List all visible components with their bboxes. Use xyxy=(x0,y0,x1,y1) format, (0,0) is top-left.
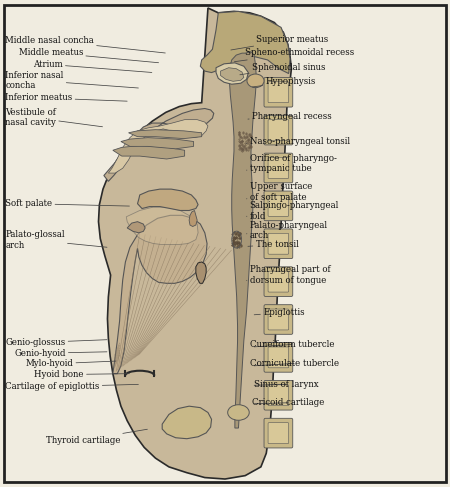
Polygon shape xyxy=(189,210,197,226)
FancyBboxPatch shape xyxy=(264,380,293,410)
Polygon shape xyxy=(230,52,256,428)
FancyBboxPatch shape xyxy=(264,229,293,259)
Ellipse shape xyxy=(228,405,249,420)
Text: Genio-hyoid: Genio-hyoid xyxy=(14,349,107,358)
Ellipse shape xyxy=(247,74,264,88)
Text: Mylo-hyoid: Mylo-hyoid xyxy=(25,359,116,369)
FancyBboxPatch shape xyxy=(268,271,289,292)
Text: Pharyngeal recess: Pharyngeal recess xyxy=(248,112,332,121)
FancyBboxPatch shape xyxy=(268,385,289,406)
Text: Cricoid cartilage: Cricoid cartilage xyxy=(252,398,324,407)
Polygon shape xyxy=(162,406,212,439)
Text: Sphenoidal sinus: Sphenoidal sinus xyxy=(240,63,325,75)
FancyBboxPatch shape xyxy=(264,115,293,145)
FancyBboxPatch shape xyxy=(268,82,289,103)
FancyBboxPatch shape xyxy=(264,77,293,107)
FancyBboxPatch shape xyxy=(268,120,289,141)
Text: Upper surface
of soft palate: Upper surface of soft palate xyxy=(247,182,312,202)
Text: Inferior nasal
concha: Inferior nasal concha xyxy=(5,71,139,90)
Text: Salpingo-pharyngeal
fold: Salpingo-pharyngeal fold xyxy=(247,201,339,221)
Polygon shape xyxy=(127,222,145,233)
FancyBboxPatch shape xyxy=(268,158,289,178)
Polygon shape xyxy=(129,130,202,139)
Polygon shape xyxy=(108,120,208,173)
Text: Palato-pharyngeal
arch: Palato-pharyngeal arch xyxy=(247,221,328,240)
Polygon shape xyxy=(220,68,244,81)
Text: Thyroid cartilage: Thyroid cartilage xyxy=(45,429,147,445)
Text: Corniculate tubercle: Corniculate tubercle xyxy=(250,359,339,368)
Text: Atrium: Atrium xyxy=(33,60,152,73)
FancyBboxPatch shape xyxy=(268,309,289,330)
Text: Inferior meatus: Inferior meatus xyxy=(5,94,127,102)
Text: Cuneiform tubercle: Cuneiform tubercle xyxy=(250,340,334,349)
FancyBboxPatch shape xyxy=(264,153,293,183)
Text: Palato-glossal
arch: Palato-glossal arch xyxy=(5,230,107,250)
FancyBboxPatch shape xyxy=(268,347,289,368)
FancyBboxPatch shape xyxy=(264,342,293,372)
Text: Epiglottis: Epiglottis xyxy=(254,308,305,317)
FancyBboxPatch shape xyxy=(268,195,289,216)
Text: Naso-pharyngeal tonsil: Naso-pharyngeal tonsil xyxy=(247,137,350,146)
Polygon shape xyxy=(126,207,198,244)
Text: Vestibule of
nasal cavity: Vestibule of nasal cavity xyxy=(5,108,103,127)
Text: Middle meatus: Middle meatus xyxy=(18,48,158,63)
FancyBboxPatch shape xyxy=(264,191,293,221)
Text: The tonsil: The tonsil xyxy=(248,240,298,249)
Text: Orifice of pharyngo-
tympanic tube: Orifice of pharyngo- tympanic tube xyxy=(247,154,337,173)
Polygon shape xyxy=(216,63,248,84)
FancyBboxPatch shape xyxy=(264,305,293,334)
Polygon shape xyxy=(104,109,214,181)
FancyBboxPatch shape xyxy=(264,267,293,297)
Text: Spheno-ethmoidal recess: Spheno-ethmoidal recess xyxy=(234,48,355,62)
Polygon shape xyxy=(113,146,184,159)
Polygon shape xyxy=(138,189,198,210)
FancyBboxPatch shape xyxy=(264,418,293,448)
FancyBboxPatch shape xyxy=(268,423,289,444)
Text: Sinus of larynx: Sinus of larynx xyxy=(254,380,319,389)
Text: Hypophysis: Hypophysis xyxy=(252,77,316,87)
Text: Superior meatus: Superior meatus xyxy=(231,35,328,50)
Polygon shape xyxy=(200,11,290,74)
Polygon shape xyxy=(121,138,194,149)
FancyBboxPatch shape xyxy=(268,233,289,254)
Polygon shape xyxy=(99,8,292,479)
Polygon shape xyxy=(113,215,207,374)
Text: Hyoid bone: Hyoid bone xyxy=(34,370,130,379)
Polygon shape xyxy=(196,262,206,283)
Text: Cartilage of epiglottis: Cartilage of epiglottis xyxy=(5,382,139,391)
Text: Pharyngeal part of
dorsum of tongue: Pharyngeal part of dorsum of tongue xyxy=(247,265,330,285)
Text: Soft palate: Soft palate xyxy=(5,199,130,208)
Text: Middle nasal concha: Middle nasal concha xyxy=(5,36,165,53)
Text: Genio-glossus: Genio-glossus xyxy=(5,338,107,347)
